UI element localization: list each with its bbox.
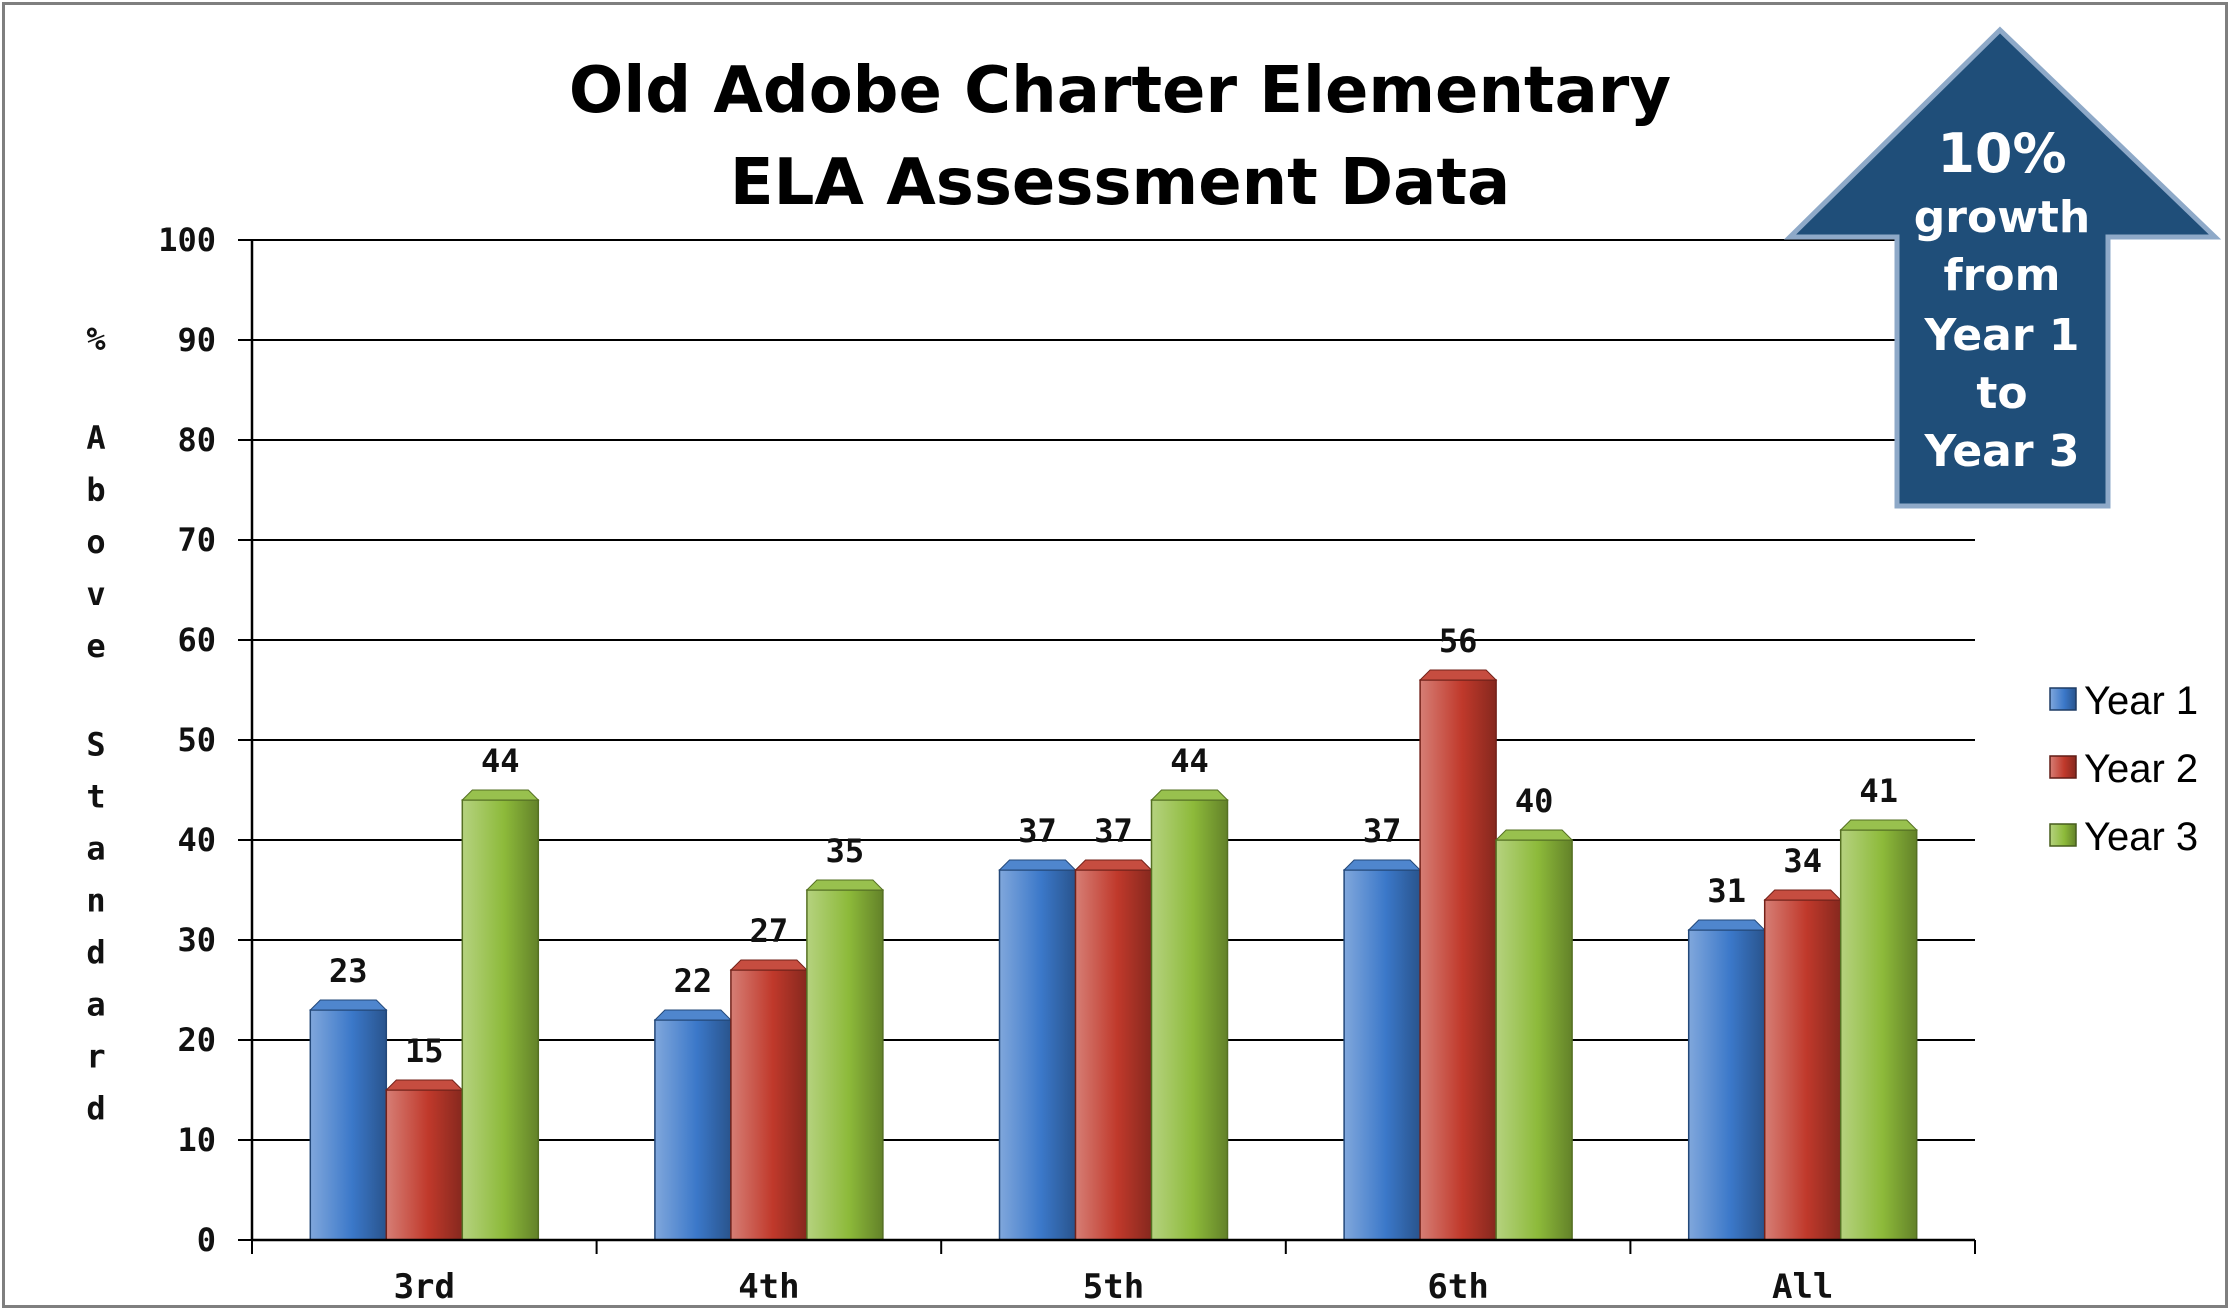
bar-4th-year-3 bbox=[806, 889, 884, 1241]
bar-5th-year-2 bbox=[1074, 869, 1153, 1241]
x-tick-label-all: All bbox=[1772, 1267, 1833, 1307]
legend-swatch-year-3 bbox=[2049, 823, 2077, 847]
y-axis-label-char: b bbox=[86, 471, 105, 509]
bar-4th-year-3-top bbox=[805, 879, 885, 891]
bar-all-year-1 bbox=[1687, 929, 1766, 1241]
y-tick-label-40: 40 bbox=[177, 821, 216, 859]
callout-line-5: to bbox=[1976, 368, 2027, 419]
bar-4th-year-2-top bbox=[729, 959, 809, 971]
bar-all-year-3-top bbox=[1839, 819, 1918, 831]
bar-6th-year-2-top bbox=[1418, 669, 1498, 681]
bar-all-year-3 bbox=[1839, 829, 1918, 1241]
bar-3rd-year-1 bbox=[309, 1009, 388, 1241]
legend-swatch-year-1 bbox=[2049, 687, 2077, 711]
legend: Year 1 Year 2 Year 3 bbox=[2049, 679, 2198, 859]
bar-5th-year-3-top bbox=[1150, 789, 1229, 801]
bar-5th-year-1 bbox=[998, 869, 1077, 1241]
y-tick-label-0: 0 bbox=[197, 1221, 216, 1259]
bar-all-year-1-top bbox=[1687, 919, 1766, 931]
data-label-5th-year-2: 37 bbox=[1094, 812, 1133, 850]
data-label-5th-year-1: 37 bbox=[1018, 812, 1057, 850]
data-label-4th-year-3: 35 bbox=[826, 832, 865, 870]
y-axis-label-char: n bbox=[86, 882, 105, 920]
data-label-6th-year-3: 40 bbox=[1515, 782, 1554, 820]
bar-5th-year-3 bbox=[1150, 799, 1229, 1241]
x-tick-label-3rd: 3rd bbox=[394, 1267, 455, 1307]
bar-3rd-year-3 bbox=[461, 799, 540, 1241]
data-label-all-year-3: 41 bbox=[1859, 772, 1898, 810]
growth-arrow-callout: 10% growth from Year 1 to Year 3 bbox=[1783, 26, 2222, 509]
data-label-3rd-year-1: 23 bbox=[329, 952, 368, 990]
y-axis-ticks: 0 10 20 30 40 50 60 70 80 90 100 bbox=[158, 221, 254, 1259]
y-axis-label-char: v bbox=[86, 575, 105, 613]
bar-4th-year-1 bbox=[654, 1019, 732, 1241]
bar-6th-year-1-top bbox=[1342, 859, 1422, 871]
bar-6th-year-1 bbox=[1343, 869, 1421, 1241]
bar-3rd-year-2 bbox=[385, 1089, 464, 1241]
y-tick-label-30: 30 bbox=[177, 921, 216, 959]
x-tick-label-5th: 5th bbox=[1083, 1267, 1144, 1307]
y-axis-label-char: % bbox=[86, 320, 106, 358]
x-tick-label-4th: 4th bbox=[738, 1267, 799, 1307]
y-axis-label-char: r bbox=[86, 1038, 105, 1076]
legend-label-year-1: Year 1 bbox=[2084, 679, 2198, 723]
y-axis-label-char: t bbox=[86, 778, 105, 816]
y-tick-label-100: 100 bbox=[158, 221, 216, 259]
data-label-6th-year-2: 56 bbox=[1439, 622, 1478, 660]
bar-4th-year-1-top bbox=[653, 1009, 733, 1021]
callout-line-4: Year 1 bbox=[1924, 310, 2080, 361]
bar-6th-year-2 bbox=[1419, 679, 1497, 1241]
data-label-all-year-2: 34 bbox=[1783, 842, 1822, 880]
legend-label-year-2: Year 2 bbox=[2084, 747, 2198, 791]
data-label-4th-year-1: 22 bbox=[674, 962, 713, 1000]
legend-label-year-3: Year 3 bbox=[2084, 815, 2198, 859]
callout-line-2: growth bbox=[1914, 192, 2090, 243]
callout-line-6: Year 3 bbox=[1924, 426, 2080, 477]
callout-line-3: from bbox=[1944, 250, 2061, 301]
bar-3rd-year-3-top bbox=[461, 789, 540, 801]
bar-3rd-year-2-top bbox=[385, 1079, 464, 1091]
y-axis-label-char: a bbox=[86, 986, 105, 1024]
x-axis: 3rd 4th 5th 6th All bbox=[251, 1238, 1976, 1307]
y-axis-label-char: a bbox=[86, 830, 105, 868]
y-tick-label-80: 80 bbox=[177, 421, 216, 459]
y-tick-label-10: 10 bbox=[177, 1121, 216, 1159]
up-arrow-shape bbox=[1783, 26, 2222, 509]
bar-5th-year-2-top bbox=[1074, 859, 1153, 871]
y-axis-label-char: d bbox=[86, 1090, 105, 1128]
data-label-6th-year-1: 37 bbox=[1363, 812, 1402, 850]
x-tick-label-6th: 6th bbox=[1427, 1267, 1488, 1307]
data-label-3rd-year-2: 15 bbox=[405, 1032, 444, 1070]
data-label-all-year-1: 31 bbox=[1707, 872, 1746, 910]
data-label-3rd-year-3: 44 bbox=[481, 742, 520, 780]
bar-all-year-2-top bbox=[1763, 889, 1842, 901]
y-axis-label-char: S bbox=[86, 726, 105, 764]
chart-title-line-2: ELA Assessment Data bbox=[729, 146, 1511, 220]
data-labels: 23 15 44 22 27 35 37 37 44 37 56 40 31 34 41 bbox=[329, 622, 1898, 1070]
legend-swatch-year-2 bbox=[2049, 755, 2077, 779]
y-axis-label-char: d bbox=[86, 934, 105, 972]
y-axis-label-char: o bbox=[86, 523, 105, 561]
y-axis-label-char: A bbox=[86, 419, 105, 457]
y-tick-label-90: 90 bbox=[177, 321, 216, 359]
y-tick-label-50: 50 bbox=[177, 721, 216, 759]
bar-all-year-2 bbox=[1763, 899, 1842, 1241]
bar-6th-year-3-top bbox=[1494, 829, 1574, 841]
y-tick-label-70: 70 bbox=[177, 521, 216, 559]
data-label-5th-year-3: 44 bbox=[1170, 742, 1209, 780]
chart-title: Old Adobe Charter Elementary ELA Assessm… bbox=[300, 45, 1940, 229]
chart-title-line-1: Old Adobe Charter Elementary bbox=[568, 54, 1672, 128]
y-tick-label-20: 20 bbox=[177, 1021, 216, 1059]
bar-4th-year-2 bbox=[730, 969, 808, 1241]
bar-3rd-year-1-top bbox=[309, 999, 388, 1011]
bar-6th-year-3 bbox=[1495, 839, 1573, 1241]
callout-line-1: 10% bbox=[1937, 122, 2066, 185]
y-axis-label-char: e bbox=[86, 627, 105, 665]
bar-5th-year-1-top bbox=[998, 859, 1077, 871]
bars bbox=[309, 669, 1918, 1241]
data-label-4th-year-2: 27 bbox=[750, 912, 789, 950]
y-tick-label-60: 60 bbox=[177, 621, 216, 659]
